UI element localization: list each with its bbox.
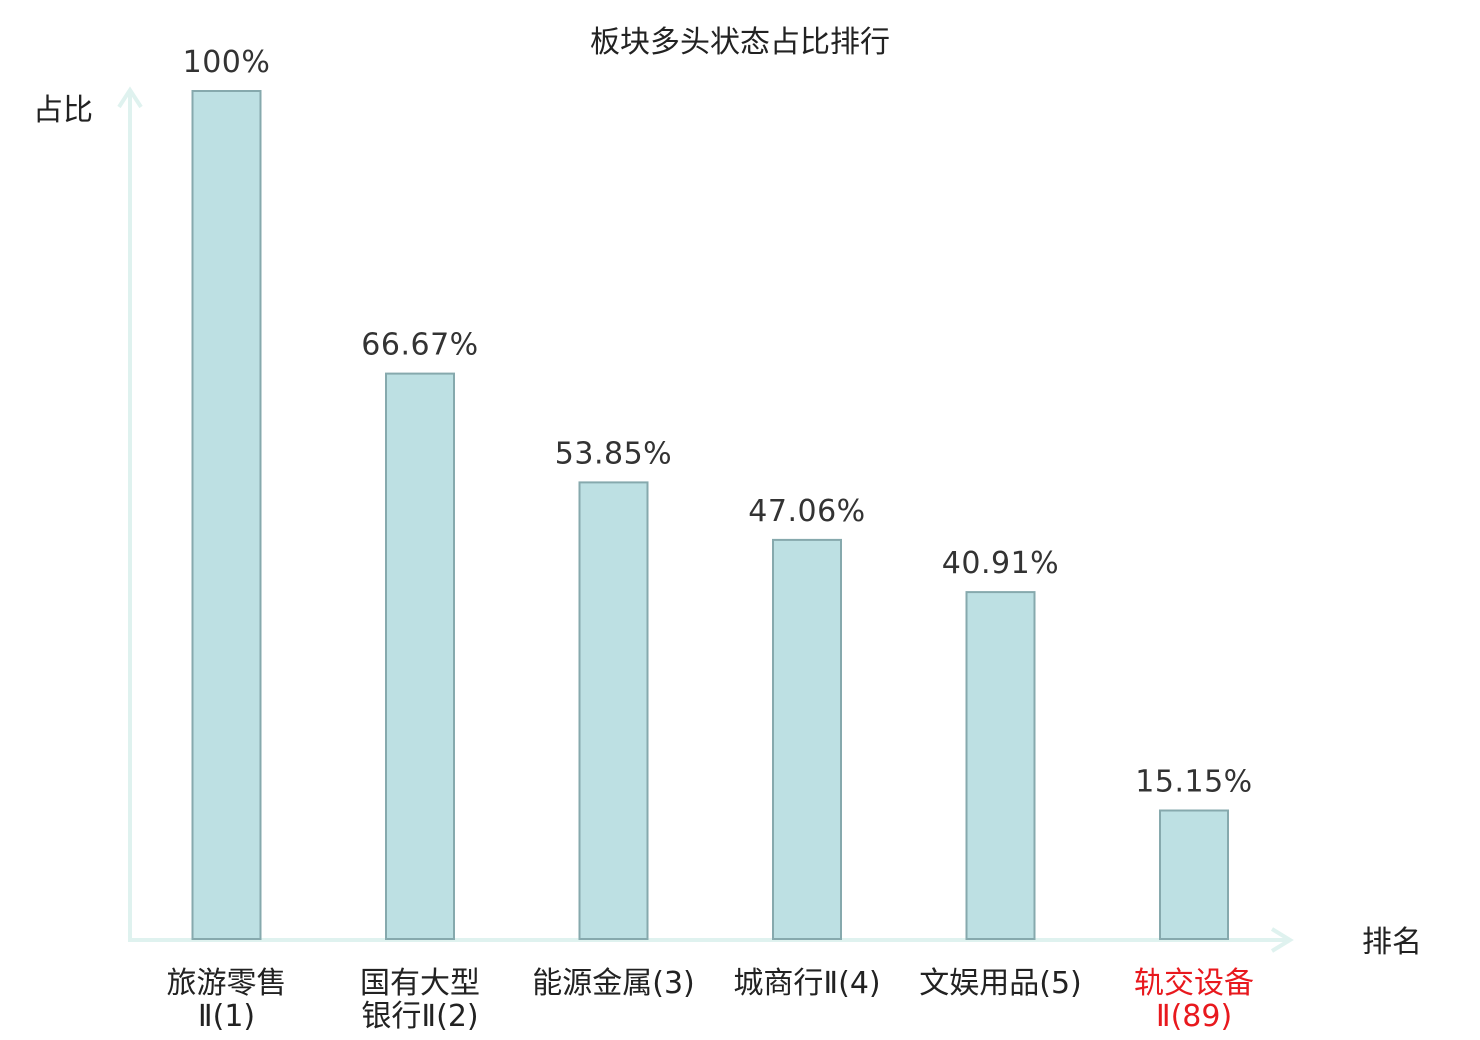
category-label-line: 银行Ⅱ(2): [361, 999, 478, 1034]
bars-group: [191, 90, 1229, 941]
category-label-line: 文娱用品(5): [919, 966, 1082, 1001]
data-label-5: 40.91%: [942, 546, 1059, 581]
y-axis-arrow-icon: [117, 86, 143, 109]
x-axis: 排名: [128, 925, 1422, 960]
category-label-line: Ⅱ(89): [1156, 999, 1232, 1034]
category-label-5: 文娱用品(5): [919, 966, 1082, 1001]
category-label-4: 城商行Ⅱ(4): [733, 966, 880, 1001]
data-label-2: 66.67%: [361, 328, 478, 363]
category-label-line: 轨交设备: [1134, 966, 1254, 1001]
data-label-3: 53.85%: [555, 436, 672, 471]
bar-4: [772, 538, 842, 941]
category-labels-group: 旅游零售 Ⅱ(1) 国有大型银行Ⅱ(2) 能源金属(3) 城商行Ⅱ(4) 文娱用品(5) 轨…: [167, 966, 1255, 1034]
category-label-line: 能源金属(3): [532, 966, 695, 1001]
x-axis-arrow-icon: [1270, 927, 1294, 953]
category-label-line: 国有大型: [360, 966, 480, 1001]
category-label-6: 轨交设备 Ⅱ(89): [1134, 966, 1254, 1034]
bar-5: [965, 591, 1036, 940]
chart-title: 板块多头状态占比排行: [590, 25, 890, 60]
value-labels-group: 100% 66.67% 53.85% 47.06% 40.91% 15.15%: [183, 45, 1253, 800]
category-label-line: 旅游零售: [167, 966, 287, 1001]
bar-1: [191, 90, 262, 940]
category-label-1: 旅游零售 Ⅱ(1): [167, 966, 287, 1034]
bar-2: [385, 372, 455, 941]
category-label-line: Ⅱ(1): [198, 999, 255, 1034]
bar-6: [1159, 809, 1229, 940]
category-label-3: 能源金属(3): [532, 966, 695, 1001]
data-label-1: 100%: [183, 45, 271, 80]
bar-3: [578, 481, 649, 940]
y-axis: 占比: [33, 86, 143, 940]
y-axis-label: 占比: [33, 93, 93, 128]
data-label-4: 47.06%: [748, 494, 865, 529]
category-label-2: 国有大型银行Ⅱ(2): [360, 966, 480, 1034]
data-label-6: 15.15%: [1135, 765, 1252, 800]
category-label-line: 城商行Ⅱ(4): [733, 966, 880, 1001]
x-axis-label: 排名: [1362, 925, 1422, 960]
